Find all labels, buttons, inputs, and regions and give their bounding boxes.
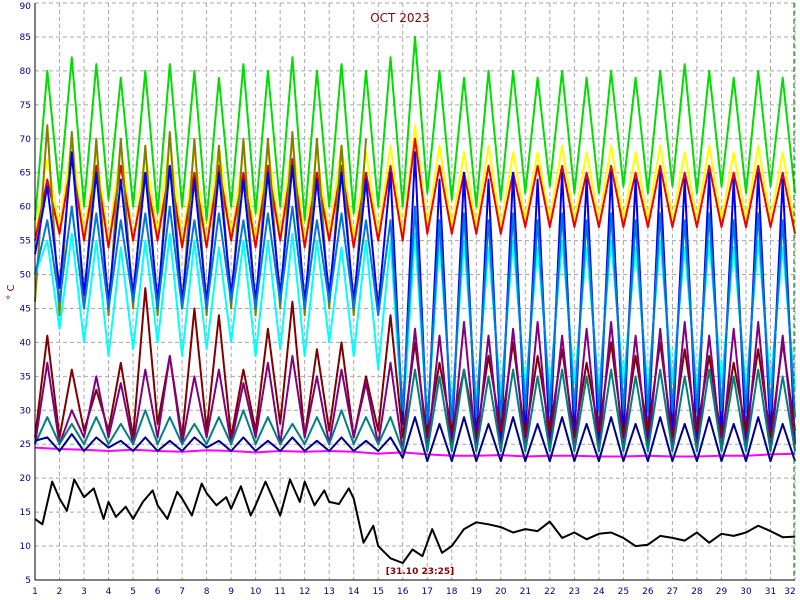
x-tick-label: 32 — [784, 587, 795, 597]
y-tick-label: 90 — [20, 2, 32, 12]
y-tick-label: 20 — [20, 474, 32, 484]
x-tick-label: 24 — [593, 587, 605, 597]
series-line-1 — [34, 446, 796, 458]
series-line-6 — [34, 124, 367, 317]
y-tick-label: 75 — [20, 101, 31, 111]
series-line-13 — [34, 416, 796, 463]
x-tick-label: 18 — [446, 587, 458, 597]
x-tick-label: 1 — [32, 587, 38, 597]
cursor-timestamp: [31.10 23:25] — [386, 567, 454, 577]
series-line-12 — [34, 368, 796, 452]
series-line-3 — [34, 35, 796, 222]
x-tick-label: 11 — [274, 587, 285, 597]
y-tick-label: 60 — [20, 203, 32, 213]
y-axis-label: ° C — [6, 284, 17, 299]
x-tick-label: 22 — [544, 587, 555, 597]
x-tick-label: 21 — [520, 587, 531, 597]
x-tick-label: 9 — [228, 587, 234, 597]
x-tick-labels: 1 2 3 4 5 6 7 8 9 10 11 12 13 14 15 16 17 18 19 20 21 22 23 24 2… — [32, 587, 796, 597]
x-tick-label: 6 — [155, 587, 161, 597]
x-tick-label: 26 — [642, 587, 654, 597]
x-tick-label: 28 — [691, 587, 703, 597]
y-tick-label: 30 — [20, 406, 32, 416]
x-tick-label: 12 — [299, 587, 310, 597]
x-tick-label: 2 — [57, 587, 63, 597]
series-line-11 — [34, 321, 796, 452]
y-tick-labels: 5 10 15 20 25 30 35 40 45 50 55 60 65 70 75 80 85 90 — [20, 2, 32, 586]
y-tick-label: 35 — [20, 372, 31, 382]
x-tick-label: 14 — [348, 587, 360, 597]
x-tick-label: 5 — [130, 587, 136, 597]
x-tick-label: 4 — [106, 587, 112, 597]
x-tick-label: 20 — [495, 587, 507, 597]
y-tick-label: 5 — [25, 576, 31, 586]
x-tick-label: 15 — [372, 587, 383, 597]
series-line-9 — [34, 205, 796, 425]
x-tick-label: 3 — [81, 587, 87, 597]
y-tick-label: 25 — [20, 440, 31, 450]
x-tick-label: 29 — [716, 587, 728, 597]
y-tick-label: 15 — [20, 508, 31, 518]
x-tick-label: 17 — [422, 587, 433, 597]
x-tick-label: 25 — [618, 587, 629, 597]
x-tick-label: 31 — [765, 587, 776, 597]
y-tick-label: 65 — [20, 169, 31, 179]
y-tick-label: 45 — [20, 304, 31, 314]
y-tick-label: 70 — [20, 135, 32, 145]
x-tick-label: 23 — [569, 587, 580, 597]
series-line-5 — [34, 137, 796, 249]
x-tick-label: 13 — [323, 587, 334, 597]
y-tick-label: 50 — [20, 271, 32, 281]
plot-background — [35, 3, 795, 580]
x-tick-label: 8 — [204, 587, 210, 597]
y-tick-label: 40 — [20, 338, 32, 348]
x-tick-label: 19 — [471, 587, 483, 597]
y-tick-label: 10 — [20, 542, 32, 552]
x-tick-label: 27 — [667, 587, 678, 597]
x-tick-label: 16 — [397, 587, 409, 597]
series-line-2 — [34, 478, 796, 564]
series-line-4 — [34, 124, 796, 242]
y-tick-label: 55 — [20, 237, 31, 247]
chart-title: OCT 2023 — [370, 11, 430, 25]
y-tick-label: 80 — [20, 67, 32, 77]
x-tick-label: 30 — [740, 587, 752, 597]
y-tick-label: 85 — [20, 33, 31, 43]
x-tick-label: 10 — [250, 587, 262, 597]
series-group — [34, 35, 796, 564]
x-tick-label: 7 — [179, 587, 185, 597]
